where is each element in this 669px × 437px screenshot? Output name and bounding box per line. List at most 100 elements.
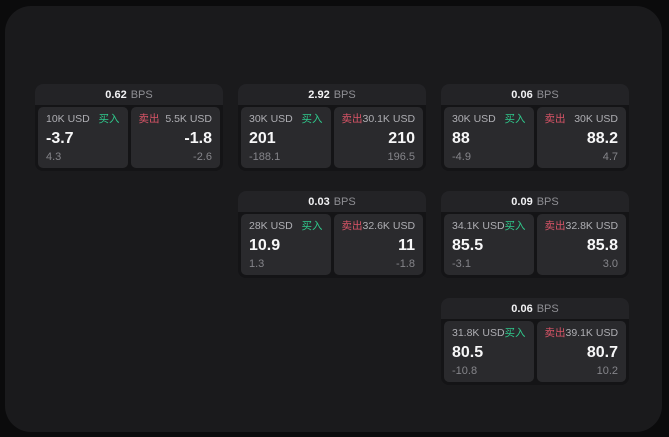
sell-sub-value: 4.7 xyxy=(602,151,618,163)
bps-value: 0.09 xyxy=(511,195,533,208)
buy-notional: 30K USD xyxy=(249,113,293,125)
quote-card: 0.62 BPS 10K USD 买入 -3.7 4.3 卖出 5.5K USD… xyxy=(35,84,223,171)
buy-meta-row: 30K USD 买入 xyxy=(452,113,526,125)
buy-price: 80.5 xyxy=(452,343,484,361)
bps-header: 0.06 BPS xyxy=(441,84,629,105)
buy-sub-value: -10.8 xyxy=(452,365,478,377)
bps-unit-label: BPS xyxy=(130,88,153,101)
buy-notional: 10K USD xyxy=(46,113,90,125)
bps-unit-label: BPS xyxy=(333,195,356,208)
sell-quote-panel[interactable]: 卖出 32.8K USD 85.8 3.0 xyxy=(536,214,626,275)
sell-notional: 30K USD xyxy=(574,113,618,125)
bps-value: 0.03 xyxy=(308,195,330,208)
buy-quote-panel[interactable]: 31.8K USD 买入 80.5 -10.8 xyxy=(444,321,534,382)
sell-sub-value: -2.6 xyxy=(193,151,212,163)
sell-side-label: 卖出 xyxy=(544,327,566,339)
buy-price: 88 xyxy=(452,129,470,147)
buy-side-label: 买入 xyxy=(504,113,526,125)
buy-sub-value: 1.3 xyxy=(249,258,265,270)
sell-sub-value: 10.2 xyxy=(596,365,618,377)
buy-meta-row: 34.1K USD 买入 xyxy=(452,220,526,232)
sell-side-label: 卖出 xyxy=(341,113,363,125)
buy-side-label: 买入 xyxy=(98,113,120,125)
sell-quote-panel[interactable]: 卖出 39.1K USD 80.7 10.2 xyxy=(536,321,626,382)
bps-value: 0.06 xyxy=(511,302,533,315)
buy-sub-value: -3.1 xyxy=(452,258,471,270)
sell-notional: 32.8K USD xyxy=(565,220,619,232)
quote-card-body: 34.1K USD 买入 85.5 -3.1 卖出 32.8K USD 85.8… xyxy=(444,214,626,275)
quote-card-body: 30K USD 买入 201 -188.1 卖出 30.1K USD 210 1… xyxy=(241,107,423,168)
bps-header: 0.06 BPS xyxy=(441,298,629,319)
sell-quote-panel[interactable]: 卖出 32.6K USD 11 -1.8 xyxy=(333,214,423,275)
sell-price: 210 xyxy=(388,129,415,147)
sell-sub-value: 196.5 xyxy=(387,151,415,163)
bps-unit-label: BPS xyxy=(333,88,356,101)
sell-sub-value: 3.0 xyxy=(602,258,618,270)
bps-value: 2.92 xyxy=(308,88,330,101)
bps-header: 2.92 BPS xyxy=(238,84,426,105)
buy-price: 10.9 xyxy=(249,236,281,254)
buy-sub-value: -4.9 xyxy=(452,151,471,163)
sell-price: 88.2 xyxy=(586,129,618,147)
quotes-panel: 0.62 BPS 10K USD 买入 -3.7 4.3 卖出 5.5K USD… xyxy=(5,6,662,432)
sell-price: -1.8 xyxy=(184,129,212,147)
sell-meta-row: 卖出 39.1K USD xyxy=(545,327,619,339)
buy-quote-panel[interactable]: 34.1K USD 买入 85.5 -3.1 xyxy=(444,214,534,275)
bps-header: 0.03 BPS xyxy=(238,191,426,212)
sell-price: 80.7 xyxy=(586,343,618,361)
bps-unit-label: BPS xyxy=(536,195,559,208)
buy-notional: 28K USD xyxy=(249,220,293,232)
sell-notional: 32.6K USD xyxy=(362,220,416,232)
quote-card: 2.92 BPS 30K USD 买入 201 -188.1 卖出 30.1K … xyxy=(238,84,426,171)
buy-price: -3.7 xyxy=(46,129,74,147)
sell-notional: 5.5K USD xyxy=(165,113,212,125)
buy-sub-value: 4.3 xyxy=(46,151,62,163)
buy-meta-row: 28K USD 买入 xyxy=(249,220,323,232)
buy-notional: 34.1K USD xyxy=(452,220,505,232)
sell-meta-row: 卖出 30.1K USD xyxy=(342,113,416,125)
buy-quote-panel[interactable]: 30K USD 买入 201 -188.1 xyxy=(241,107,331,168)
bps-header: 0.62 BPS xyxy=(35,84,223,105)
sell-side-label: 卖出 xyxy=(544,220,566,232)
sell-meta-row: 卖出 30K USD xyxy=(545,113,619,125)
sell-side-label: 卖出 xyxy=(341,220,363,232)
buy-side-label: 买入 xyxy=(504,220,526,232)
buy-quote-panel[interactable]: 30K USD 买入 88 -4.9 xyxy=(444,107,534,168)
sell-meta-row: 卖出 32.8K USD xyxy=(545,220,619,232)
buy-notional: 31.8K USD xyxy=(452,327,505,339)
sell-quote-panel[interactable]: 卖出 30K USD 88.2 4.7 xyxy=(536,107,626,168)
sell-meta-row: 卖出 5.5K USD xyxy=(139,113,213,125)
sell-side-label: 卖出 xyxy=(138,113,160,125)
sell-price: 11 xyxy=(398,236,415,254)
sell-meta-row: 卖出 32.6K USD xyxy=(342,220,416,232)
quote-card: 0.06 BPS 30K USD 买入 88 -4.9 卖出 30K USD 8… xyxy=(441,84,629,171)
buy-quote-panel[interactable]: 28K USD 买入 10.9 1.3 xyxy=(241,214,331,275)
sell-quote-panel[interactable]: 卖出 30.1K USD 210 196.5 xyxy=(333,107,423,168)
buy-meta-row: 30K USD 买入 xyxy=(249,113,323,125)
sell-quote-panel[interactable]: 卖出 5.5K USD -1.8 -2.6 xyxy=(130,107,220,168)
buy-quote-panel[interactable]: 10K USD 买入 -3.7 4.3 xyxy=(38,107,128,168)
quote-card-body: 31.8K USD 买入 80.5 -10.8 卖出 39.1K USD 80.… xyxy=(444,321,626,382)
buy-side-label: 买入 xyxy=(504,327,526,339)
sell-notional: 39.1K USD xyxy=(565,327,619,339)
buy-side-label: 买入 xyxy=(301,113,323,125)
quote-card-body: 10K USD 买入 -3.7 4.3 卖出 5.5K USD -1.8 -2.… xyxy=(38,107,220,168)
buy-notional: 30K USD xyxy=(452,113,496,125)
sell-side-label: 卖出 xyxy=(544,113,566,125)
buy-price: 85.5 xyxy=(452,236,484,254)
quote-cards-grid: 0.62 BPS 10K USD 买入 -3.7 4.3 卖出 5.5K USD… xyxy=(35,84,629,385)
bps-header: 0.09 BPS xyxy=(441,191,629,212)
buy-meta-row: 10K USD 买入 xyxy=(46,113,120,125)
sell-price: 85.8 xyxy=(586,236,618,254)
quote-card: 0.06 BPS 31.8K USD 买入 80.5 -10.8 卖出 39.1… xyxy=(441,298,629,385)
buy-side-label: 买入 xyxy=(301,220,323,232)
bps-value: 0.62 xyxy=(105,88,127,101)
quote-card: 0.03 BPS 28K USD 买入 10.9 1.3 卖出 32.6K US… xyxy=(238,191,426,278)
bps-unit-label: BPS xyxy=(536,302,559,315)
buy-meta-row: 31.8K USD 买入 xyxy=(452,327,526,339)
quote-card: 0.09 BPS 34.1K USD 买入 85.5 -3.1 卖出 32.8K… xyxy=(441,191,629,278)
bps-value: 0.06 xyxy=(511,88,533,101)
quote-card-body: 30K USD 买入 88 -4.9 卖出 30K USD 88.2 4.7 xyxy=(444,107,626,168)
bps-unit-label: BPS xyxy=(536,88,559,101)
buy-price: 201 xyxy=(249,129,276,147)
